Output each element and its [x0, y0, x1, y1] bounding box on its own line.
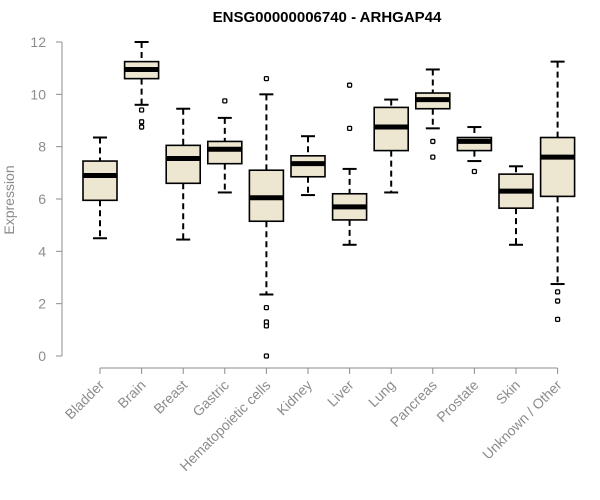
iqr-box — [539, 136, 576, 198]
y-tick-label: 4 — [38, 243, 46, 259]
y-tick-label: 2 — [38, 296, 46, 312]
boxes — [82, 41, 576, 359]
chart-title: ENSG00000006740 - ARHGAP44 — [213, 9, 442, 26]
y-axis-title: Expression — [1, 165, 17, 234]
x-tick-label: Kidney — [274, 377, 316, 419]
outlier-point — [263, 353, 270, 359]
box-hematopoietic-cells — [248, 75, 285, 359]
box-brain — [123, 41, 160, 130]
outlier-point — [138, 107, 145, 113]
y-ticks: 0 2 4 6 8 10 12 — [30, 34, 62, 364]
outlier-point — [471, 168, 478, 175]
outlier-point — [554, 298, 561, 304]
y-tick-label: 0 — [38, 348, 46, 364]
y-tick-label: 8 — [38, 139, 46, 155]
outlier-point — [263, 323, 270, 329]
outlier-point — [346, 82, 353, 88]
box-prostate — [456, 126, 493, 175]
x-tick-label: Prostate — [433, 377, 481, 425]
box-lung — [373, 98, 410, 194]
x-tick-label: Breast — [150, 377, 190, 417]
iqr-box — [290, 155, 326, 178]
outlier-point — [263, 304, 270, 311]
box-kidney — [290, 135, 326, 197]
x-tick-label: Bladder — [62, 377, 108, 423]
iqr-box — [207, 140, 243, 165]
box-skin — [498, 165, 534, 246]
outlier-point — [138, 124, 145, 130]
y-tick-label: 10 — [30, 86, 46, 102]
outlier-point — [263, 75, 270, 82]
y-tick-label: 6 — [38, 191, 46, 207]
box-bladder — [82, 136, 118, 240]
iqr-box — [165, 144, 201, 185]
box-breast — [165, 107, 201, 241]
outlier-point — [222, 98, 228, 104]
outlier-point — [554, 316, 561, 323]
x-tick-label: Skin — [493, 377, 524, 408]
x-tick-label: Brain — [114, 377, 148, 411]
iqr-box — [82, 160, 118, 202]
outlier-point — [554, 289, 561, 295]
x-tick-label: Lung — [365, 377, 398, 410]
x-tick-label: Liver — [324, 377, 357, 410]
y-tick-label: 12 — [30, 34, 46, 50]
outlier-point — [430, 154, 436, 160]
outlier-point — [138, 119, 145, 125]
box-gastric — [207, 98, 243, 194]
outlier-point — [430, 138, 436, 145]
box-pancreas — [414, 68, 451, 160]
outlier-point — [346, 125, 353, 131]
box-unknown-other — [539, 60, 576, 323]
box-liver — [331, 82, 368, 246]
x-tick-label: Unknown / Other — [479, 377, 565, 463]
